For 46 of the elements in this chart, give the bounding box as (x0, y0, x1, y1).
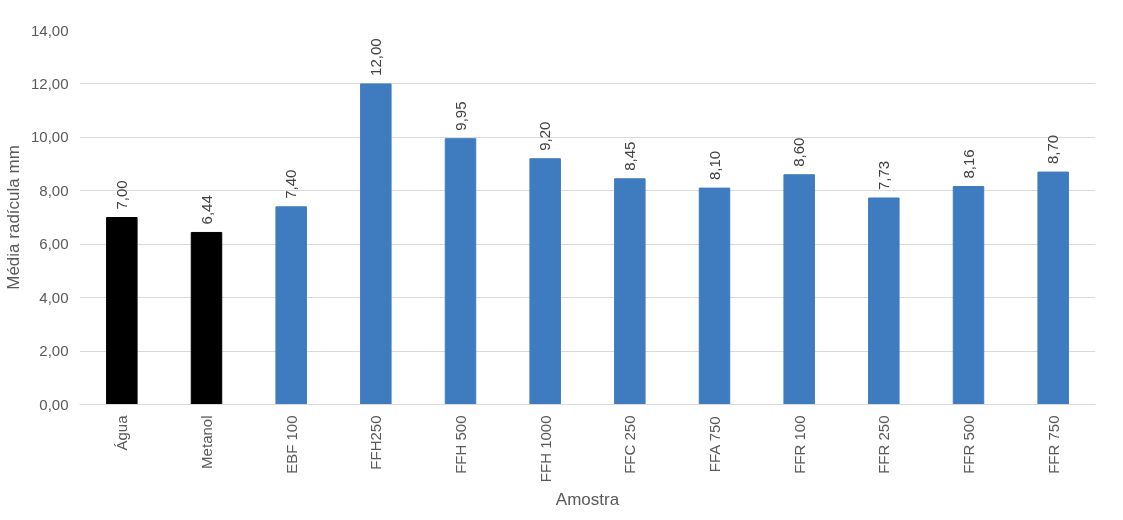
y-axis-title: Média radícula mm (3, 145, 23, 290)
data-label: 6,44 (197, 195, 215, 225)
x-tick-label: FFH 500 (452, 415, 469, 474)
data-label: 7,73 (874, 160, 892, 190)
x-tick-label: FFR 250 (875, 415, 893, 474)
x-tick-label: EBF 100 (282, 415, 300, 474)
x-tick-label: FFH 1000 (536, 415, 554, 483)
bar (529, 158, 561, 405)
data-label: 7,00 (112, 180, 130, 210)
bar (783, 174, 815, 405)
data-label: 8,16 (959, 149, 977, 179)
data-label: 8,45 (620, 141, 638, 171)
bar (868, 197, 900, 405)
y-tick-label: 2,00 (39, 342, 69, 360)
y-tick-label: 14,00 (30, 21, 69, 39)
x-axis-title: Amostra (555, 490, 620, 510)
bar (1037, 171, 1069, 405)
data-label: 8,10 (705, 150, 723, 181)
y-tick-label: 0,00 (39, 395, 69, 413)
y-tick-label: 4,00 (39, 288, 69, 306)
x-tick-label: FFR 750 (1044, 415, 1062, 474)
bar (360, 83, 392, 405)
bar (190, 231, 223, 405)
x-tick-label: Metanol (198, 415, 215, 469)
bar (275, 206, 307, 405)
y-tick-label: 8,00 (39, 181, 69, 199)
bar (952, 186, 985, 405)
bar (444, 138, 477, 405)
y-tick-label: 6,00 (39, 235, 69, 253)
data-label: 8,70 (1044, 134, 1062, 165)
bar (698, 187, 731, 405)
x-tick-label: FFR 100 (790, 415, 808, 474)
data-label: 7,40 (282, 169, 300, 199)
x-tick-label: FFA 750 (706, 416, 723, 473)
data-label: 8,60 (790, 137, 808, 167)
x-tick-label: FFC 250 (621, 415, 639, 474)
x-tick-label: Água (113, 414, 131, 451)
y-tick-label: 10,00 (30, 128, 69, 146)
y-tick-label: 12,00 (30, 74, 69, 92)
x-tick-label: FFR 500 (960, 415, 977, 474)
bar (106, 217, 138, 405)
data-label: 12,00 (366, 38, 384, 76)
bar (614, 178, 646, 405)
data-label: 9,20 (536, 121, 554, 151)
data-label: 9,95 (451, 101, 469, 131)
x-tick-label: FFH250 (367, 415, 385, 470)
